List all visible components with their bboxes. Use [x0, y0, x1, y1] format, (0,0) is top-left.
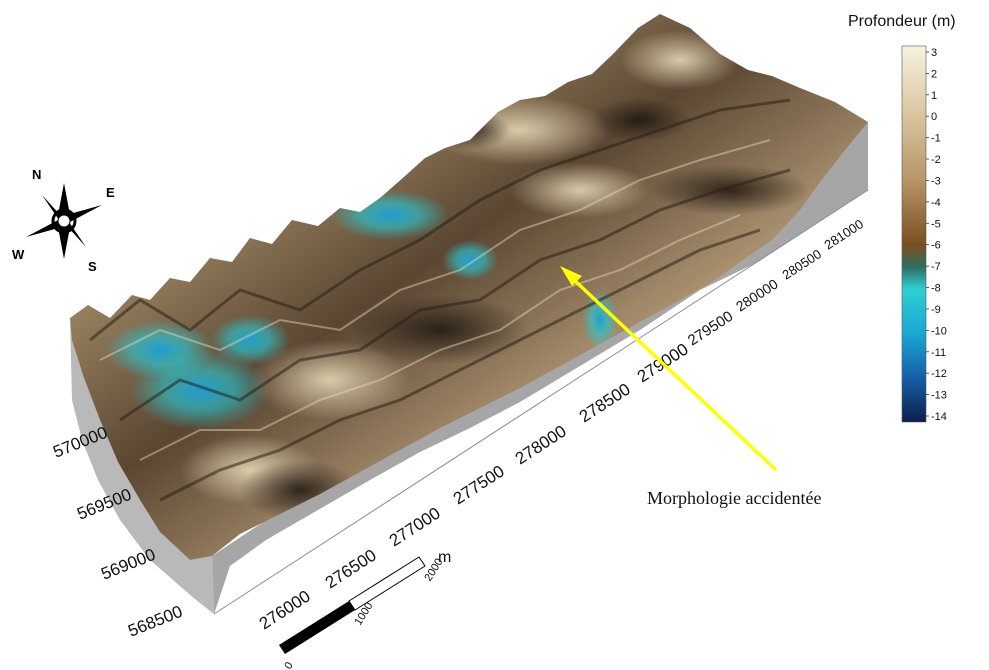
colorbar-tick-label: 0 [931, 111, 937, 123]
x-label-10: 281000 [821, 216, 866, 252]
compass-n: N [32, 167, 41, 182]
colorbar-tick-label: -7 [931, 261, 941, 273]
colorbar-tick-label: -14 [931, 411, 947, 423]
annotation-text: Morphologie accidentée [647, 488, 821, 508]
colorbar-tick-label: -6 [931, 240, 941, 252]
colorbar-tick-label: -10 [931, 325, 947, 337]
colorbar-tick-label: -4 [931, 197, 941, 209]
colorbar-title: Profondeur (m) [848, 13, 956, 30]
colorbar-tick-label: 3 [931, 47, 937, 59]
colorbar-gradient [901, 45, 927, 423]
colorbar-tick-label: -13 [931, 390, 947, 402]
annotation-arrowhead [560, 266, 582, 286]
x-label-5: 278500 [576, 380, 634, 427]
colorbar-tick-label: -1 [931, 133, 941, 145]
scale-bar-white-segment [348, 556, 426, 611]
compass-w: W [12, 247, 25, 262]
colorbar-tick-label: -12 [931, 368, 947, 380]
annotation: Morphologie accidentée [560, 266, 821, 508]
colorbar-tick-label: -8 [931, 283, 941, 295]
colorbar-tick-label: 2 [931, 68, 937, 80]
x-label-1: 276500 [322, 546, 380, 593]
x-label-7: 279500 [685, 308, 736, 350]
y-label-1: 569000 [98, 545, 158, 584]
scale-unit: m [438, 549, 451, 566]
colorbar-tick-label: 1 [931, 90, 937, 102]
annotation-arrow-line [570, 276, 778, 472]
scale-bar-black-segment [279, 601, 355, 654]
compass-e: E [106, 185, 115, 200]
scale-label-start: 0 [282, 660, 295, 670]
block-west-wall [70, 318, 214, 614]
colorbar-tick-label: -11 [931, 347, 946, 359]
x-label-4: 278000 [512, 422, 570, 469]
x-label-2: 277000 [386, 504, 444, 551]
colorbar-tick-label: -5 [931, 218, 941, 230]
y-label-0: 568500 [125, 602, 185, 641]
x-label-0: 276000 [256, 587, 314, 634]
colorbar-tick-label: -2 [931, 154, 941, 166]
x-label-8: 280000 [733, 276, 781, 315]
x-label-3: 277500 [450, 462, 508, 509]
compass-s: S [88, 259, 97, 274]
depth-colorbar: Profondeur (m) 3 2 1 0 -1 -2 -3 -4 -5 -6 -7 -8 -9 -10… [848, 13, 956, 423]
colorbar-tick-label: -3 [931, 175, 941, 187]
colorbar-tick-label: -9 [931, 304, 941, 316]
block-edge-line [213, 189, 869, 615]
x-label-9: 280500 [779, 246, 824, 282]
compass-rose-icon: N E S W [12, 167, 115, 274]
